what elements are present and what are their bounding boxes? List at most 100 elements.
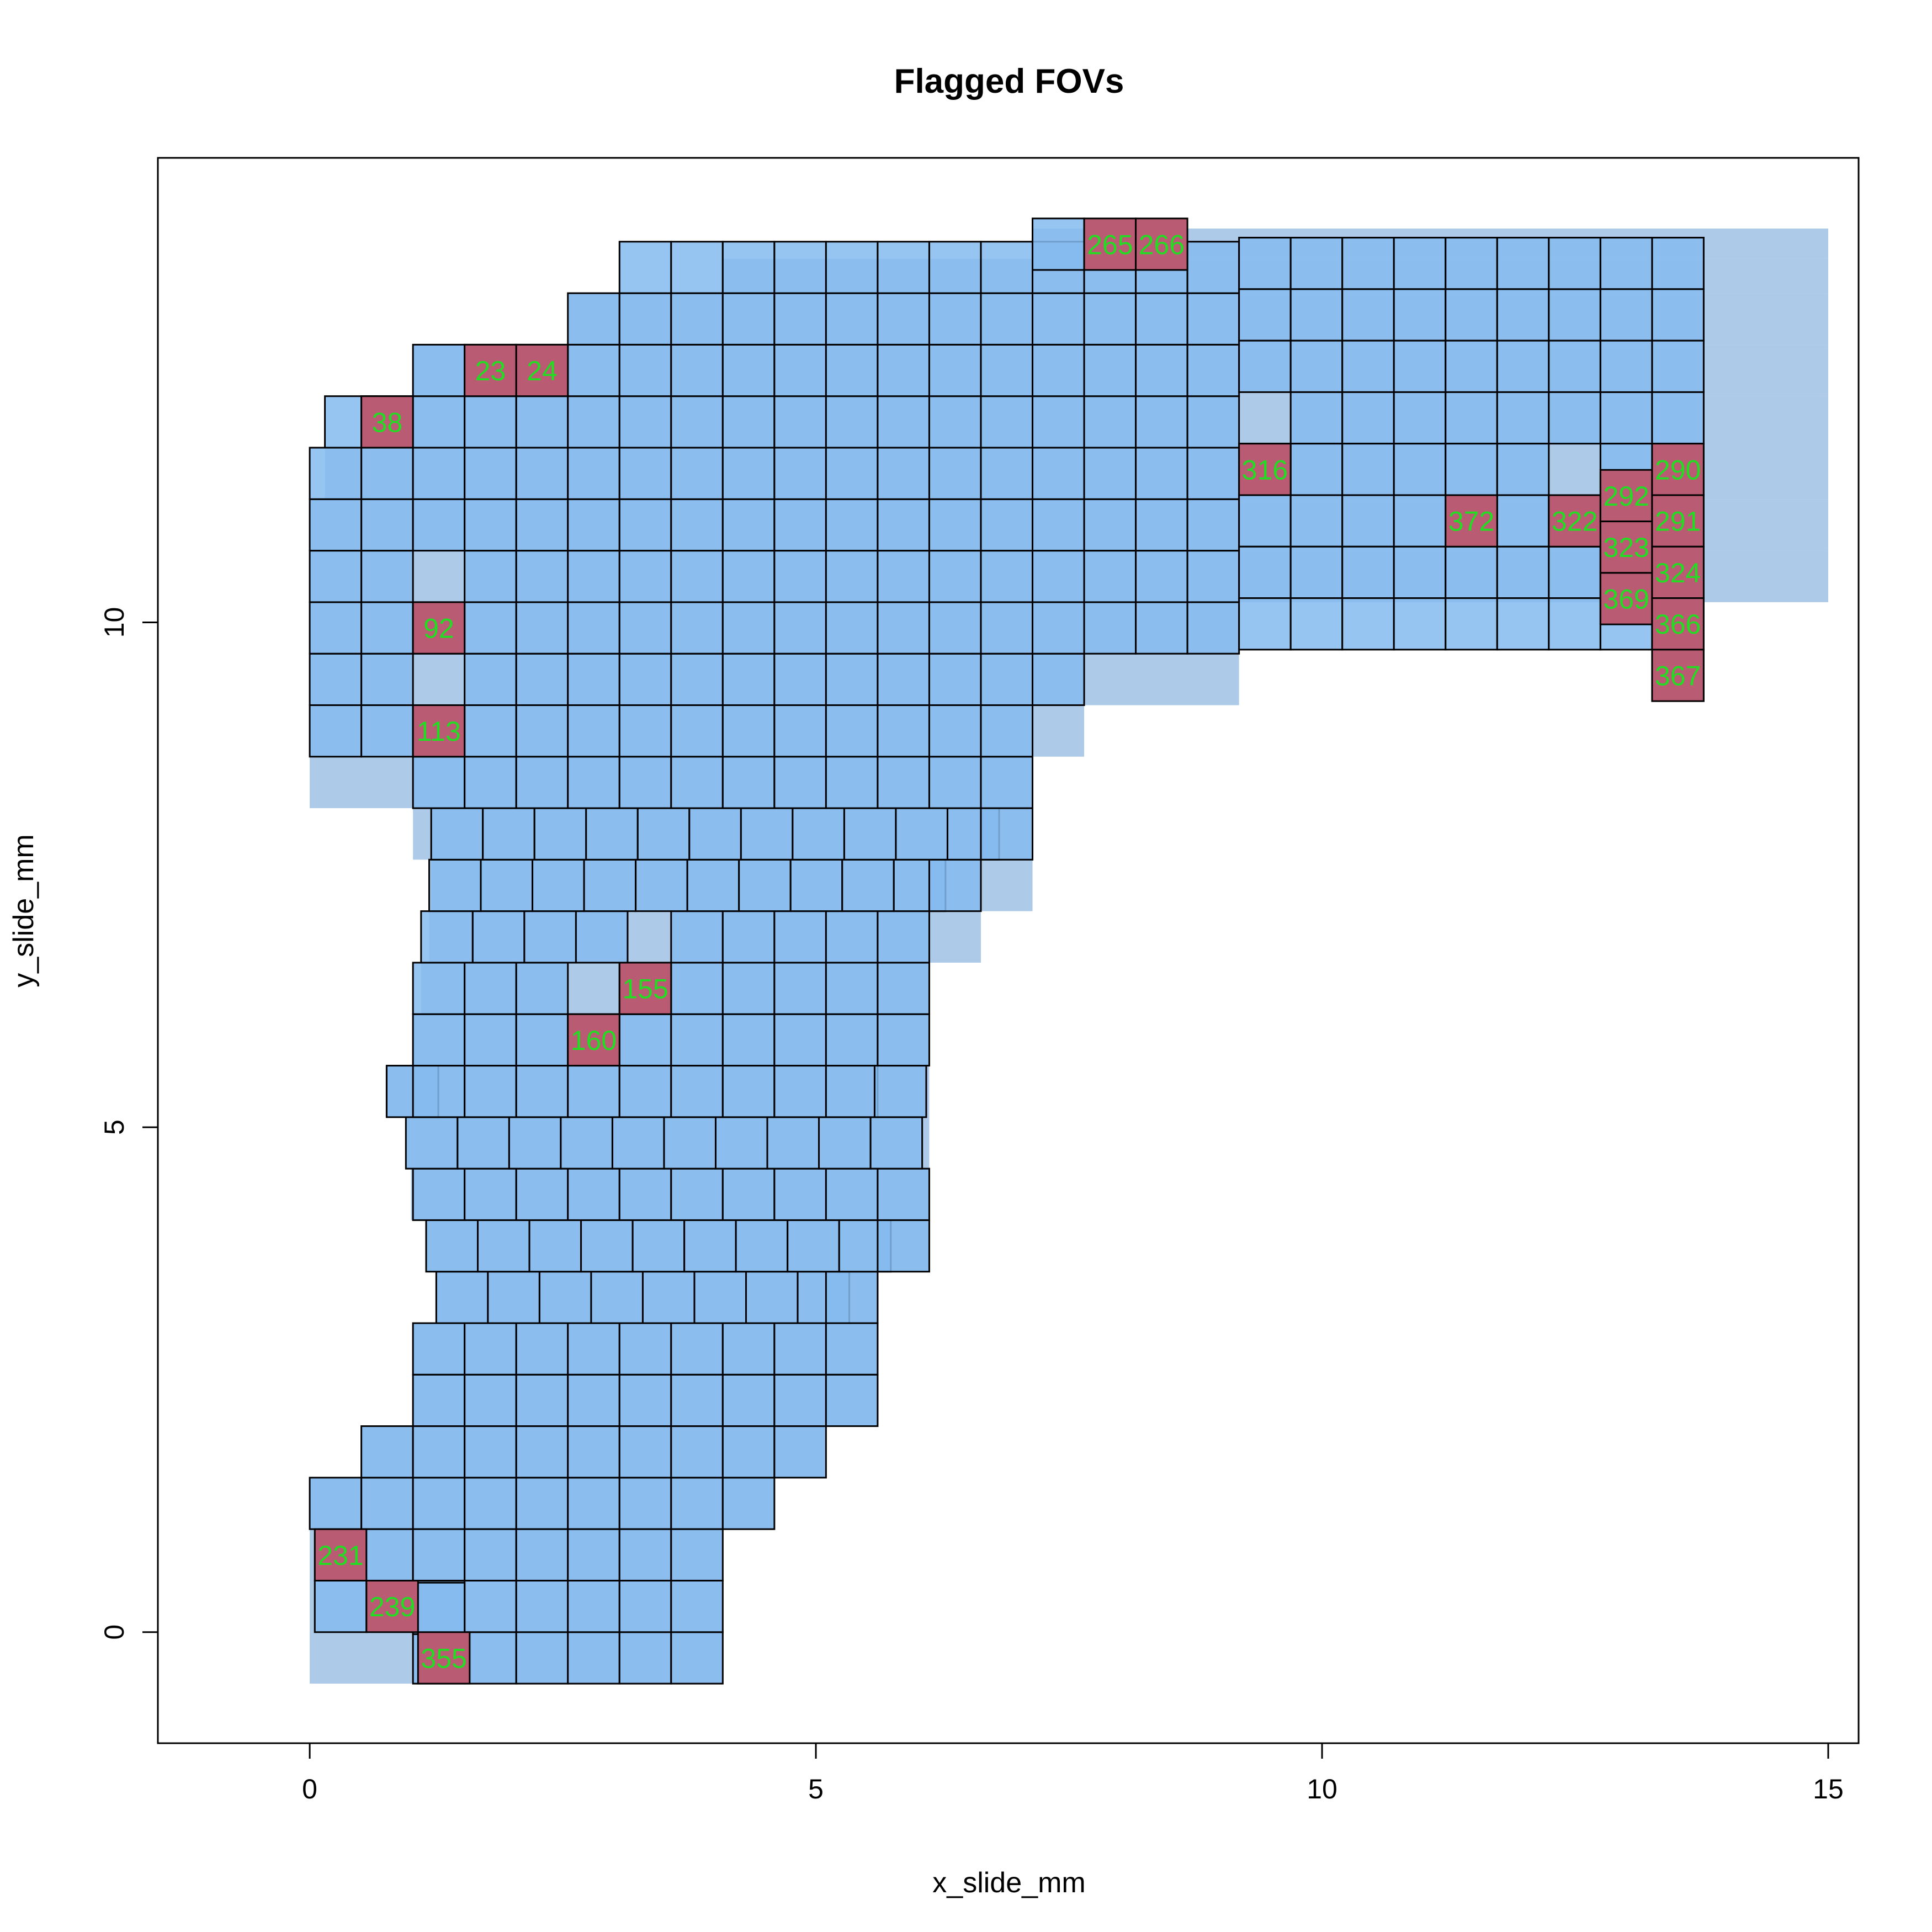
fov-tile — [618, 601, 672, 655]
fov-tile — [515, 1631, 569, 1685]
fov-tile — [567, 756, 620, 809]
fov-tile — [773, 962, 827, 1015]
fov-tile — [1393, 237, 1447, 290]
fov-tile — [877, 395, 930, 449]
fov-tile — [585, 807, 639, 861]
fov-tile — [309, 498, 363, 552]
flagged-fov-tile — [1651, 494, 1705, 548]
fov-tile — [980, 395, 1034, 449]
fov-tile — [825, 1373, 879, 1427]
flagged-fov-layer — [314, 217, 1705, 1685]
fov-tile — [980, 807, 1034, 861]
fov-tile — [360, 1425, 414, 1479]
x-tick-label: 0 — [302, 1774, 317, 1804]
fov-tile — [1445, 339, 1498, 393]
fov-tile — [895, 807, 948, 861]
fov-tile — [567, 1631, 620, 1685]
fov-tile — [1238, 545, 1292, 599]
fov-tile — [412, 1065, 466, 1118]
fov-tile — [1496, 597, 1550, 651]
fov-tile — [693, 1271, 747, 1324]
fov-tile — [825, 1271, 879, 1324]
fov-tile — [464, 1528, 517, 1581]
fov-tile — [825, 704, 879, 758]
fov-tile — [721, 1477, 776, 1530]
flagged-fov-label: 291 — [1655, 506, 1701, 537]
flagged-fov-label: 155 — [622, 974, 668, 1005]
fov-tile — [877, 292, 930, 346]
fov-tile — [1393, 443, 1447, 496]
fov-tile — [670, 652, 724, 706]
fov-tile — [1393, 494, 1447, 548]
x-tick-label: 5 — [808, 1774, 824, 1804]
fov-tile — [309, 652, 363, 706]
fov-tile — [464, 1477, 517, 1530]
x-axis: 0 5 10 15 — [302, 1742, 1844, 1804]
fov-tile — [980, 241, 1034, 294]
fov-tile — [773, 241, 827, 294]
flagged-fov-label: 160 — [571, 1025, 617, 1056]
fov-tile — [721, 550, 776, 603]
fov-tile — [464, 704, 517, 758]
fov-tile — [1393, 545, 1447, 599]
fov-tile — [515, 1013, 569, 1067]
fov-tile — [928, 498, 982, 552]
flagged-fov-label: 366 — [1655, 609, 1701, 640]
fov-tile — [721, 1322, 776, 1376]
fov-tile — [430, 807, 484, 861]
fov-tile — [877, 756, 930, 809]
fov-tile — [980, 756, 1034, 809]
fov-tile — [1135, 550, 1188, 603]
y-axis-label: y_slide_mm — [8, 834, 40, 987]
fov-tile — [575, 910, 629, 964]
fov-tile — [1548, 391, 1601, 445]
fov-tile — [508, 1116, 562, 1170]
fov-tile — [825, 241, 879, 294]
fov-tile — [1289, 391, 1344, 445]
fov-tile — [560, 1116, 613, 1170]
fov-tile — [464, 1425, 517, 1479]
fov-tile — [1496, 391, 1550, 445]
fov-tile — [309, 1477, 363, 1530]
fov-tile — [980, 343, 1034, 397]
fov-tile — [773, 550, 827, 603]
fov-tile — [515, 756, 569, 809]
fov-tile — [567, 704, 620, 758]
fov-tile — [618, 1013, 672, 1067]
fov-tile — [1445, 288, 1498, 342]
fov-tile — [515, 395, 569, 449]
fov-tile — [360, 1528, 414, 1581]
fov-tile — [618, 704, 672, 758]
fov-tile — [721, 704, 776, 758]
fov-tile — [1445, 237, 1498, 290]
fov-tile — [1548, 237, 1601, 290]
fov-tile — [1238, 288, 1292, 342]
fov-tile — [515, 704, 569, 758]
fov-tile — [1445, 443, 1498, 496]
fov-tile — [1548, 339, 1601, 393]
fov-tile — [464, 1065, 517, 1118]
fov-tile — [1289, 288, 1344, 342]
fov-tile — [1341, 443, 1395, 496]
fov-tile — [877, 241, 930, 294]
fov-tile — [309, 601, 363, 655]
fov-tile — [825, 395, 879, 449]
flagged-fov-tile — [1651, 649, 1705, 702]
fov-tile — [515, 1322, 569, 1376]
fov-tile — [670, 241, 724, 294]
fov-tile — [877, 910, 930, 964]
flagged-fov-tile — [360, 395, 414, 449]
fov-tile — [721, 601, 776, 655]
fov-tile — [480, 858, 534, 912]
fov-tile — [1341, 288, 1395, 342]
fov-tile — [1238, 494, 1292, 548]
fov-tile — [1186, 292, 1240, 346]
fov-tile — [567, 447, 620, 500]
y-tick-label: 0 — [99, 1625, 130, 1640]
fov-tile — [825, 550, 879, 603]
flagged-fov-tile — [1238, 443, 1292, 496]
fov-tile — [618, 395, 672, 449]
fov-tile — [825, 652, 879, 706]
fov-tile — [928, 704, 982, 758]
